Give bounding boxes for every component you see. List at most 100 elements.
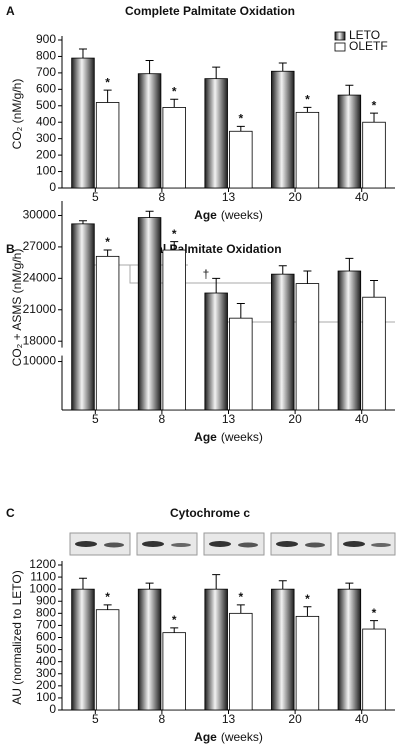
error-bar [236, 302, 245, 319]
bar [362, 121, 386, 189]
error-bar [370, 112, 379, 123]
x-tick-label: 40 [355, 712, 369, 726]
y-tick-label: 30000 [23, 208, 57, 222]
x-tick-label: 40 [355, 412, 369, 426]
bar [271, 273, 295, 411]
x-axis-label-main: Age [194, 730, 217, 744]
error-bar [345, 84, 354, 96]
error-bar [236, 604, 245, 614]
error-bar [278, 265, 287, 275]
y-tick-label: 400 [36, 114, 56, 128]
y-tick-label: 300 [36, 131, 56, 145]
y-axis-label: AU (normalized to LETO) [10, 570, 24, 705]
significance-mark: * [238, 112, 243, 126]
bar [229, 130, 253, 189]
significance-mark: * [105, 590, 110, 604]
x-tick-label: 5 [92, 412, 99, 426]
y-tick-label: 900 [36, 32, 56, 46]
error-bar [212, 574, 221, 590]
error-bar [145, 60, 154, 74]
significance-mark: * [305, 592, 310, 606]
bar [362, 296, 386, 411]
bar [137, 217, 162, 411]
y-tick-label: 1100 [30, 569, 56, 583]
blot-strip [69, 532, 396, 556]
significance-mark: * [105, 235, 110, 249]
bar [362, 628, 386, 711]
y-tick-label: 200 [36, 147, 56, 161]
error-bar [103, 89, 112, 103]
y-tick-label: 600 [36, 82, 56, 96]
significance-mark: * [238, 590, 243, 604]
y-tick-label: 700 [36, 618, 56, 632]
bar [229, 317, 253, 411]
y-tick-label: 500 [36, 98, 56, 112]
x-axis-label: Age (weeks) [194, 208, 263, 222]
significance-mark: * [105, 75, 110, 89]
significance-mark: * [372, 98, 377, 112]
bar [162, 632, 186, 711]
blot [337, 532, 396, 556]
bar [271, 70, 295, 189]
error-bar [78, 48, 87, 59]
error-bar [370, 620, 379, 630]
bar [204, 588, 228, 711]
x-tick-label: 13 [222, 412, 236, 426]
x-tick-label: 20 [288, 712, 302, 726]
error-bar [78, 577, 87, 590]
y-tick-label: 100 [36, 164, 56, 178]
error-bar [303, 606, 312, 617]
y-tick-label: 200 [36, 678, 56, 692]
blot [270, 532, 332, 556]
blot [69, 532, 131, 556]
x-axis-label-main: Age [194, 430, 217, 444]
x-axis-label-unit: (weeks) [221, 730, 263, 744]
error-bar [212, 277, 221, 294]
chart-title: Complete Palmitate Oxidation [125, 4, 295, 18]
blot [203, 532, 265, 556]
bar [229, 612, 253, 711]
x-tick-label: 13 [222, 190, 236, 204]
chart-title: Cytochrome c [170, 506, 250, 520]
band [104, 542, 124, 548]
band [305, 542, 325, 548]
error-bar [278, 62, 287, 72]
bar [204, 78, 228, 189]
bar [337, 94, 362, 189]
error-bar [170, 627, 179, 633]
y-tick-label: 800 [36, 49, 56, 63]
y-tick-label: 700 [36, 65, 56, 79]
x-axis-label-main: Age [194, 208, 217, 222]
bar [271, 588, 295, 711]
error-bar [170, 98, 179, 108]
bar [95, 102, 120, 189]
legend-swatch [334, 42, 346, 52]
significance-mark: * [305, 93, 310, 107]
x-tick-label: 5 [92, 712, 99, 726]
significance-mark: * [372, 606, 377, 620]
x-tick-label: 8 [159, 412, 166, 426]
error-bar [370, 279, 379, 298]
legend-swatch [334, 31, 346, 41]
panel-letter: A [6, 4, 15, 18]
bar [71, 57, 95, 189]
y-tick-label: 10000 [23, 354, 57, 368]
y-tick-label: 1200 [29, 557, 56, 571]
error-bar [103, 604, 112, 610]
bar [71, 588, 95, 711]
band [171, 543, 191, 547]
significance-mark: * [172, 613, 177, 627]
significance-mark: * [172, 84, 177, 98]
y-tick-label: 400 [36, 654, 56, 668]
x-tick-label: 8 [159, 712, 166, 726]
error-bar [278, 580, 287, 590]
x-axis-label: Age (weeks) [194, 730, 263, 744]
band [75, 541, 97, 547]
error-bar [145, 210, 154, 218]
band [371, 543, 391, 547]
y-tick-label: 27000 [23, 239, 57, 253]
error-bar [170, 241, 179, 251]
bar [204, 292, 228, 411]
bar [162, 107, 186, 189]
